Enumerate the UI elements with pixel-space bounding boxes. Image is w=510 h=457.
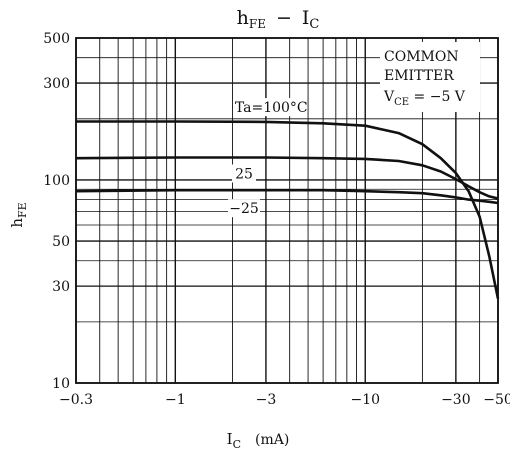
x-tick-labels: −0.3 −1 −3 −10 −30 −50 <box>59 392 510 408</box>
chart-title: hFE − IC <box>237 7 320 32</box>
curve-label-2: −25 <box>229 201 259 217</box>
title-dash: − <box>276 7 292 29</box>
x-tick-label: −0.3 <box>59 392 93 408</box>
y-tick-label: 100 <box>43 173 70 189</box>
x-axis-label: IC (mA) <box>227 430 290 451</box>
curve-label-bg <box>235 98 308 117</box>
title-main: h <box>237 7 249 29</box>
y-tick-label: 50 <box>52 234 70 250</box>
condition-box <box>380 42 480 112</box>
y-tick-label: 300 <box>43 76 70 92</box>
condition-line-1: COMMON <box>384 49 459 65</box>
x-tick-label: −50 <box>483 392 510 408</box>
x-tick-label: −30 <box>441 392 471 408</box>
x-tick-label: −3 <box>256 392 277 408</box>
x-tick-label: −1 <box>165 392 186 408</box>
title-var-sub: C <box>309 17 319 32</box>
curve-label-bg <box>228 199 261 218</box>
y-axis-label: hFE <box>8 202 29 227</box>
plot-frame <box>75 37 499 384</box>
condition-line-3: VCE = −5 V <box>383 89 466 108</box>
y-tick-label: 10 <box>52 376 70 392</box>
y-tick-label: 500 <box>43 31 70 47</box>
title-main-sub: FE <box>249 17 266 31</box>
curves <box>75 120 500 299</box>
condition-line-2: EMITTER <box>384 68 454 84</box>
curve-labels: Ta=100°C 25 −25 <box>228 98 308 218</box>
curve-label-1: 25 <box>235 166 253 182</box>
title-var: I <box>302 7 310 29</box>
curve-label-bg <box>232 164 257 183</box>
series-line-1 <box>75 156 499 200</box>
x-tick-label: −10 <box>350 392 380 408</box>
y-tick-label: 30 <box>52 279 70 295</box>
series-line-0 <box>76 120 500 299</box>
curve-label-0: Ta=100°C <box>235 100 308 116</box>
series-line-2 <box>75 188 499 205</box>
y-tick-labels: 10 30 50 100 300 500 <box>43 31 70 392</box>
